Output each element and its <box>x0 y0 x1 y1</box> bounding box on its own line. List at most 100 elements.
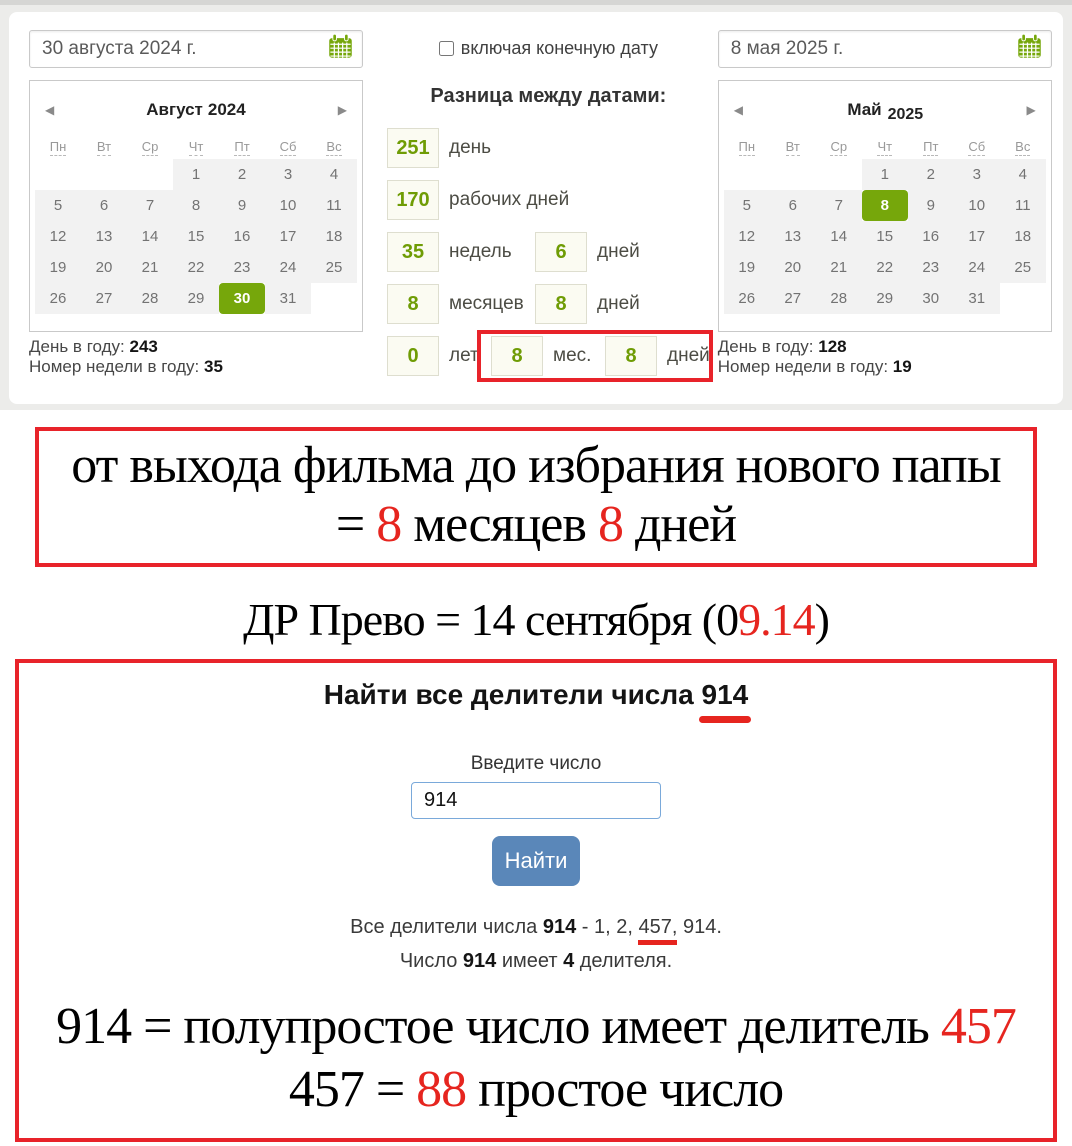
calendar-day[interactable]: 11 <box>311 190 357 221</box>
include-end-date-checkbox[interactable] <box>438 41 454 56</box>
calendar-day[interactable]: 28 <box>815 283 862 314</box>
weekday-label: Пт <box>234 138 250 156</box>
prev-month-icon[interactable]: ◀ <box>45 103 55 117</box>
calendar-day[interactable]: 27 <box>769 283 816 314</box>
calendar-day[interactable]: 4 <box>311 159 357 190</box>
calendar-day[interactable]: 18 <box>311 221 357 252</box>
calendar-day[interactable]: 4 <box>999 159 1046 190</box>
weeks-label: недель <box>449 241 512 262</box>
calendar-day[interactable]: 19 <box>35 252 81 283</box>
calendar-day[interactable]: 9 <box>219 190 265 221</box>
calendar-day[interactable]: 26 <box>35 283 81 314</box>
day-of-year-value: 128 <box>818 337 847 356</box>
result2-text3: делителя. <box>574 950 673 972</box>
next-month-icon[interactable]: ▶ <box>337 103 347 117</box>
calendar-day[interactable]: 6 <box>81 190 127 221</box>
calendar-day[interactable]: 2 <box>907 159 954 190</box>
calendar-day[interactable]: 15 <box>173 221 219 252</box>
calendar-day[interactable]: 19 <box>723 252 770 283</box>
calendar-day[interactable]: 22 <box>173 252 219 283</box>
calendar-day[interactable]: 24 <box>265 252 311 283</box>
conclusion-line2: 457 = 88 простое число <box>19 1062 1053 1118</box>
result1-number: 914 <box>542 916 577 938</box>
months-highlight: 8 <box>376 496 402 553</box>
calendar-day-empty <box>816 159 862 190</box>
calendar-day-empty <box>770 159 816 190</box>
weekday-label: Вт <box>96 138 112 156</box>
calendar-day[interactable]: 6 <box>769 190 816 221</box>
calendar-day[interactable]: 7 <box>815 190 862 221</box>
calendar-day[interactable]: 20 <box>769 252 816 283</box>
calendar-day[interactable]: 26 <box>723 283 770 314</box>
calendar-day[interactable]: 1 <box>861 159 908 190</box>
calendar-day[interactable]: 5 <box>35 190 81 221</box>
calendar-day[interactable]: 31 <box>265 283 311 314</box>
divisor-title-text: Найти все делители числа <box>323 679 702 710</box>
number-input[interactable] <box>411 782 661 819</box>
calendar-day[interactable]: 9 <box>907 190 954 221</box>
next-month-icon[interactable]: ▶ <box>1026 103 1036 117</box>
calendar-day[interactable]: 23 <box>907 252 954 283</box>
calendar-day[interactable]: 23 <box>219 252 265 283</box>
end-date-stats: День в году: 128 Номер недели в году: 19 <box>718 337 1052 377</box>
calendar-day[interactable]: 21 <box>127 252 173 283</box>
calendar-day[interactable]: 12 <box>35 221 81 252</box>
find-button[interactable]: Найти <box>492 836 580 886</box>
calendar-day[interactable]: 31 <box>953 283 1000 314</box>
result1-list-end: 914. <box>677 916 722 938</box>
calendar-day[interactable]: 8 <box>173 190 219 221</box>
calendar-day[interactable]: 29 <box>861 283 908 314</box>
calendar-day[interactable]: 25 <box>311 252 357 283</box>
weekday-header: Пн Вт Ср Чт Пт Сб Вс <box>35 133 357 159</box>
calendar-day[interactable]: 28 <box>127 283 173 314</box>
weekday-label: Пн <box>49 138 67 156</box>
year-label: 2025 <box>887 106 924 123</box>
difference-column: включая конечную дату Разница между дата… <box>363 30 718 392</box>
conclusion1-text: 914 = полупростое число имеет делитель <box>56 998 941 1055</box>
calendar-day[interactable]: 5 <box>723 190 770 221</box>
calendar-day[interactable]: 25 <box>999 252 1046 283</box>
calendar-day[interactable]: 18 <box>999 221 1046 252</box>
calendar-day[interactable]: 8 <box>861 190 908 221</box>
calendar-day[interactable]: 13 <box>769 221 816 252</box>
calendar-day[interactable]: 16 <box>907 221 954 252</box>
start-date-input[interactable]: 30 августа 2024 г. <box>29 30 363 68</box>
calendar-day[interactable]: 29 <box>173 283 219 314</box>
calendar-day[interactable]: 7 <box>127 190 173 221</box>
prev-month-icon[interactable]: ◀ <box>733 103 743 117</box>
calendar-icon[interactable] <box>1016 33 1043 65</box>
calendar-icon[interactable] <box>327 33 354 65</box>
difference-row-weeks: 35 недель 6 дней <box>387 232 718 272</box>
calendar-day[interactable]: 13 <box>81 221 127 252</box>
calendar-day[interactable]: 12 <box>723 221 770 252</box>
calendar-day[interactable]: 21 <box>815 252 862 283</box>
calendar-day[interactable]: 17 <box>265 221 311 252</box>
calendar-day[interactable]: 27 <box>81 283 127 314</box>
calendar-day[interactable]: 20 <box>81 252 127 283</box>
calendar-day[interactable]: 24 <box>953 252 1000 283</box>
calendar-day[interactable]: 30 <box>219 283 265 314</box>
calendar-day[interactable]: 2 <box>219 159 265 190</box>
calendar-day[interactable]: 17 <box>953 221 1000 252</box>
conclusion2-text2: простое число <box>466 1061 784 1118</box>
calendar-day-empty <box>724 159 770 190</box>
conclusion-line1: 914 = полупростое число имеет делитель 4… <box>19 999 1053 1055</box>
calendar-day[interactable]: 30 <box>907 283 954 314</box>
calendar-day[interactable]: 14 <box>127 221 173 252</box>
end-date-input[interactable]: 8 мая 2025 г. <box>717 30 1052 68</box>
calendar-day[interactable]: 1 <box>173 159 219 190</box>
end-date-value: 8 мая 2025 г. <box>730 38 844 59</box>
months-label: месяцев <box>449 293 524 314</box>
calendar-day[interactable]: 10 <box>953 190 1000 221</box>
calendar-day[interactable]: 3 <box>265 159 311 190</box>
calendar-day[interactable]: 15 <box>861 221 908 252</box>
weekday-label: Вс <box>1015 138 1031 156</box>
calendar-day[interactable]: 10 <box>265 190 311 221</box>
years-months-label: мес. <box>553 345 592 366</box>
calendar-day[interactable]: 3 <box>953 159 1000 190</box>
calendar-day[interactable]: 22 <box>861 252 908 283</box>
calendar-day[interactable]: 16 <box>219 221 265 252</box>
calendar-day[interactable]: 11 <box>999 190 1046 221</box>
weekday-label: Ср <box>830 138 848 156</box>
calendar-day[interactable]: 14 <box>815 221 862 252</box>
